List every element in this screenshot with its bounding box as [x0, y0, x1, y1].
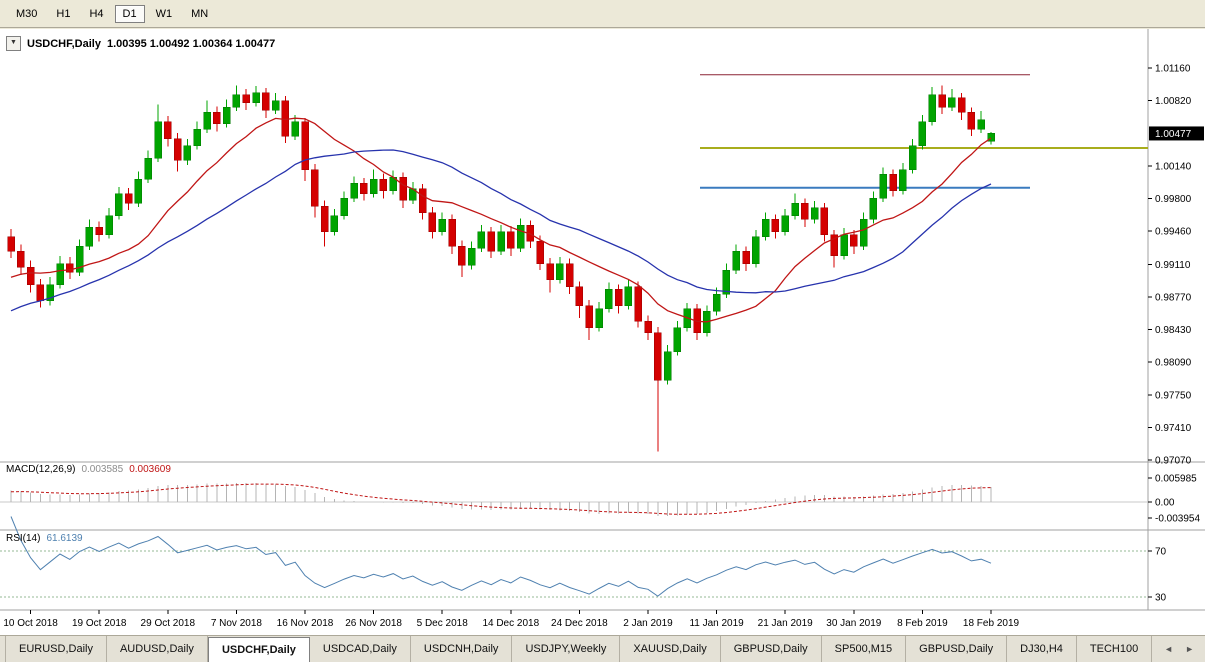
rsi-line [10, 516, 992, 597]
svg-text:30 Jan 2019: 30 Jan 2019 [826, 618, 881, 629]
tab-dj30-h4[interactable]: DJ30,H4 [1007, 636, 1077, 662]
candles [7, 85, 995, 452]
svg-text:0.98090: 0.98090 [1155, 358, 1192, 369]
tab-xauusd-daily[interactable]: XAUUSD,Daily [620, 636, 721, 662]
collapse-chart-button[interactable]: ▼ [6, 36, 21, 51]
chart-title-overlay: ▼ USDCHF,Daily 1.00395 1.00492 1.00364 1… [6, 36, 275, 51]
tab-gbpusd-daily[interactable]: GBPUSD,Daily [720, 636, 822, 662]
tab-usdcad-daily[interactable]: USDCAD,Daily [309, 636, 411, 662]
svg-text:5 Dec 2018: 5 Dec 2018 [417, 618, 469, 629]
tabs-scroll-right-button[interactable]: ► [1185, 644, 1194, 654]
svg-text:10 Oct 2018: 10 Oct 2018 [3, 618, 58, 629]
tab-usdjpy-weekly[interactable]: USDJPY,Weekly [512, 636, 621, 662]
rsi-name: RSI(14) [6, 533, 41, 544]
moving-average-26 [10, 149, 992, 312]
svg-text:0.99460: 0.99460 [1155, 226, 1192, 237]
tab-gbpusd-daily[interactable]: GBPUSD,Daily [906, 636, 1008, 662]
tab-eurusd-daily[interactable]: EURUSD,Daily [5, 636, 107, 662]
svg-text:11 Jan 2019: 11 Jan 2019 [689, 618, 744, 629]
macd-indicator-label: MACD(12,26,9) 0.003585 0.003609 [6, 464, 171, 475]
tab-scroll-arrows: ◄ ► [1153, 636, 1205, 662]
chart-ohlc-quote: 1.00395 1.00492 1.00364 1.00477 [106, 37, 276, 50]
macd-axis: 0.005985 0.00 -0.003954 [1148, 474, 1200, 524]
macd-value-main: 0.003585 [81, 464, 124, 475]
macd-plot [0, 482, 1148, 517]
horizontal-trend-lines[interactable] [700, 74, 1148, 189]
tab-usdcnh-daily[interactable]: USDCNH,Daily [410, 636, 513, 662]
tab-sp500-m15[interactable]: SP500,M15 [821, 636, 907, 662]
timeframe-button-mn[interactable]: MN [191, 7, 209, 20]
price-axis[interactable]: 1.01160 1.00820 1.00140 0.99800 0.99460 0.991… [1148, 64, 1204, 467]
svg-text:7 Nov 2018: 7 Nov 2018 [211, 618, 263, 629]
svg-text:21 Jan 2019: 21 Jan 2019 [758, 618, 813, 629]
svg-text:14 Dec 2018: 14 Dec 2018 [482, 618, 539, 629]
macd-name: MACD(12,26,9) [6, 464, 76, 475]
svg-text:2 Jan 2019: 2 Jan 2019 [623, 618, 673, 629]
svg-text:0.97410: 0.97410 [1155, 423, 1192, 434]
svg-text:0.005985: 0.005985 [1155, 474, 1197, 485]
svg-text:26 Nov 2018: 26 Nov 2018 [345, 618, 402, 629]
svg-text:0.00: 0.00 [1155, 498, 1175, 509]
chart-tab-bar: EURUSD,Daily AUDUSD,Daily USDCHF,Daily USDC… [0, 635, 1205, 662]
tab-usdchf-daily[interactable]: USDCHF,Daily [207, 637, 310, 662]
rsi-plot [0, 516, 1148, 598]
macd-value-signal: 0.003609 [129, 464, 171, 475]
svg-text:30: 30 [1155, 593, 1167, 604]
timeframe-button-w1[interactable]: W1 [155, 7, 173, 20]
date-axis[interactable]: 10 Oct 2018 19 Oct 2018 29 Oct 2018 7 Nov 2… [3, 610, 1020, 629]
svg-text:1.01160: 1.01160 [1155, 64, 1191, 75]
timeframe-button-h1[interactable]: H1 [56, 7, 71, 20]
tab-audusd-daily[interactable]: AUDUSD,Daily [106, 636, 208, 662]
svg-text:0.99800: 0.99800 [1155, 194, 1192, 205]
chart-canvas[interactable]: 1.01160 1.00820 1.00140 0.99800 0.99460 0.991… [0, 29, 1205, 635]
svg-text:0.97750: 0.97750 [1155, 390, 1192, 401]
svg-text:19 Oct 2018: 19 Oct 2018 [72, 618, 127, 629]
svg-text:0.98770: 0.98770 [1155, 293, 1192, 304]
macd-signal-line [10, 483, 992, 515]
svg-text:1.00820: 1.00820 [1155, 96, 1192, 107]
tabs-scroll-left-button[interactable]: ◄ [1164, 644, 1174, 654]
triangle-down-icon: ▼ [10, 39, 17, 46]
timeframe-toolbar: M30 H1 H4 D1 W1 MN [0, 0, 1205, 28]
rsi-value: 61.6139 [46, 533, 83, 544]
panel-separators [0, 29, 1205, 611]
current-price-box [1149, 126, 1204, 141]
timeframe-button-m30[interactable]: M30 [16, 7, 38, 20]
svg-text:16 Nov 2018: 16 Nov 2018 [277, 618, 334, 629]
svg-text:-0.003954: -0.003954 [1155, 513, 1200, 524]
tab-tech100[interactable]: TECH100 [1076, 636, 1153, 662]
rsi-axis: 70 30 [1148, 547, 1167, 604]
timeframe-button-h4[interactable]: H4 [89, 7, 104, 20]
timeframe-button-d1[interactable]: D1 [114, 4, 145, 23]
svg-text:18 Feb 2019: 18 Feb 2019 [963, 618, 1020, 629]
svg-text:1.00140: 1.00140 [1155, 161, 1192, 172]
current-price-label: 1.00477 [1155, 129, 1192, 140]
svg-text:0.99110: 0.99110 [1155, 260, 1191, 271]
svg-text:29 Oct 2018: 29 Oct 2018 [141, 618, 196, 629]
svg-text:8 Feb 2019: 8 Feb 2019 [897, 618, 948, 629]
chart-symbol-period: USDCHF,Daily [27, 37, 101, 50]
svg-text:24 Dec 2018: 24 Dec 2018 [551, 618, 608, 629]
moving-average-13 [10, 117, 992, 323]
rsi-indicator-label: RSI(14) 61.6139 [6, 533, 83, 544]
svg-text:0.98430: 0.98430 [1155, 325, 1192, 336]
svg-text:70: 70 [1155, 547, 1167, 558]
svg-text:0.97070: 0.97070 [1155, 455, 1192, 466]
